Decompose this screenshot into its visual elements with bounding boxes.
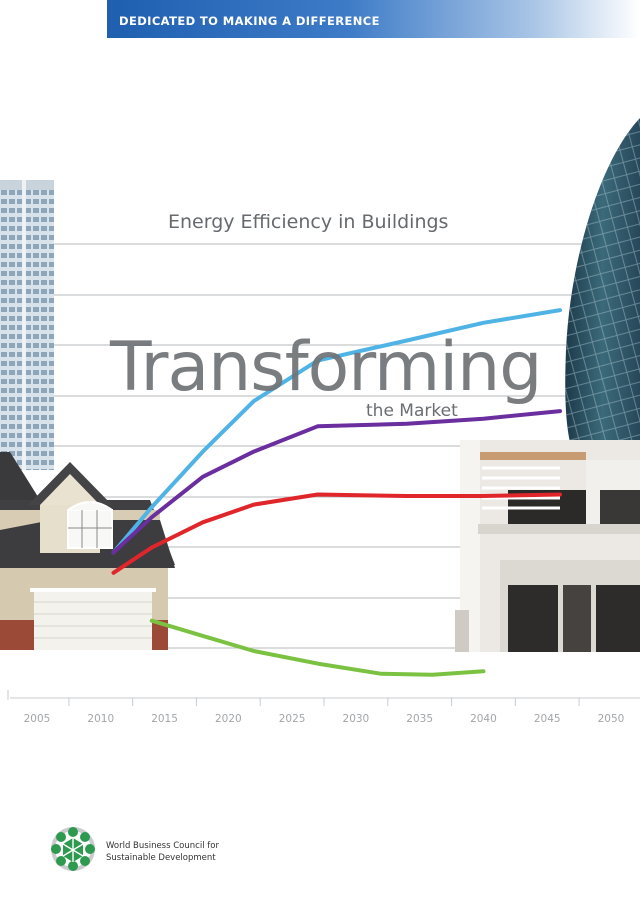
series-line-2 [111,409,562,555]
x-tick-label: 2005 [24,713,51,725]
cover-title: Transforming [110,328,542,407]
x-tick-label: 2025 [279,713,306,725]
cover-heading: Energy Efficiency in Buildings [168,211,449,233]
x-tick-label: 2010 [87,713,114,725]
x-tick-label: 2030 [343,713,370,725]
banner-tagline: DEDICATED TO MAKING A DIFFERENCE [119,14,380,28]
x-tick-label: 2040 [470,713,497,725]
series-line-3 [111,492,562,575]
x-tick-label: 2020 [215,713,242,725]
organization-name-line1: World Business Council for [106,841,219,851]
suburban-house-illustration [0,452,175,650]
chart-series-layer [111,308,562,677]
chart-tick-layer: 2005 2010 2015 2020 2025 2030 2035 2040 2045 2050 [24,698,625,725]
organization-name-line2: Sustainable Development [106,853,216,863]
series-line-1 [111,308,562,555]
modern-house-illustration [455,440,640,652]
gherkin-building-illustration [565,118,640,450]
x-tick-label: 2050 [598,713,625,725]
series-line-4 [149,618,486,677]
cover-subtitle: the Market [366,401,458,421]
x-tick-label: 2045 [534,713,561,725]
top-banner: DEDICATED TO MAKING A DIFFERENCE [107,0,640,38]
x-tick-label: 2015 [151,713,178,725]
organization-name: World Business Council for Sustainable D… [106,840,219,864]
x-tick-label: 2035 [406,713,433,725]
residential-tower-illustration [0,180,54,470]
chart-x-axis: 2005 2010 2015 2020 2025 2030 2035 2040 2045 2050 [7,690,640,725]
wbcsd-logo [51,827,95,871]
